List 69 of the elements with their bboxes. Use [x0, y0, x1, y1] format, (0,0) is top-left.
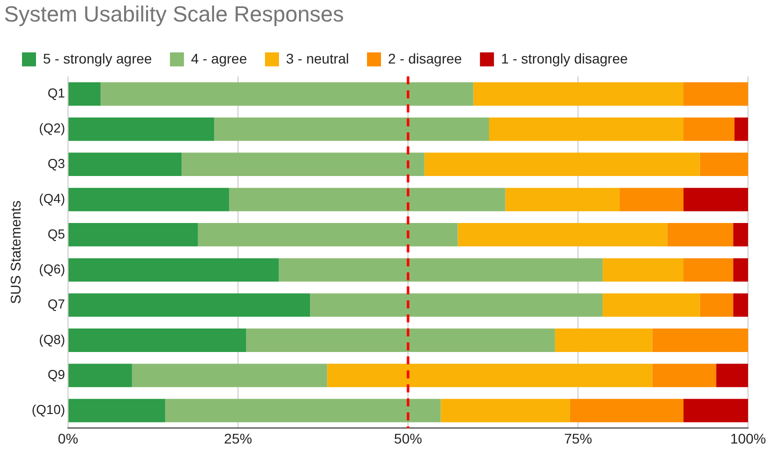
- bar: [229, 188, 506, 212]
- legend-label: 2 - disagree: [388, 50, 462, 66]
- y-tick-label: Q7: [48, 296, 66, 312]
- bar: [278, 258, 603, 282]
- bar: [683, 117, 734, 141]
- x-tick-label: 0%: [58, 430, 78, 446]
- bar: [652, 364, 716, 388]
- y-axis-title: SUS Statements: [7, 200, 24, 304]
- y-tick-label: Q1: [48, 86, 66, 101]
- bar: [700, 293, 734, 317]
- bar: [570, 398, 684, 422]
- y-tick-label: (Q6): [39, 261, 66, 276]
- bar: [68, 364, 132, 388]
- legend-label: 3 - neutral: [286, 50, 350, 66]
- y-tick-label: (Q4): [39, 191, 66, 206]
- bar: [100, 82, 474, 106]
- bar: [734, 117, 748, 141]
- bar: [327, 364, 652, 388]
- bar: [68, 117, 214, 141]
- y-tick-label: Q9: [48, 367, 66, 382]
- bar: [310, 293, 603, 317]
- y-tick-label: (Q10): [32, 402, 66, 418]
- bar: [165, 398, 441, 422]
- legend-label: 4 - agree: [190, 50, 248, 66]
- x-tick-label: 50%: [394, 430, 422, 446]
- y-tick-label: (Q2): [39, 120, 66, 136]
- bar: [683, 188, 748, 212]
- bar: [68, 398, 166, 422]
- bar: [652, 328, 748, 352]
- bar: [246, 328, 555, 352]
- bar: [214, 117, 489, 141]
- bar: [733, 223, 748, 246]
- bar: [602, 258, 684, 282]
- legend-label: 5 - strongly agree: [43, 50, 152, 66]
- chart-title: System Usability Scale Responses: [4, 1, 344, 26]
- bar: [132, 364, 328, 388]
- bar: [716, 364, 748, 388]
- bar: [182, 152, 424, 176]
- bar: [602, 293, 700, 317]
- x-tick-label: 100%: [730, 430, 766, 446]
- bar: [554, 328, 652, 352]
- bar: [733, 293, 748, 317]
- bar: [733, 258, 748, 282]
- y-tick-label: Q5: [48, 226, 66, 242]
- bar: [198, 223, 458, 246]
- bar: [667, 223, 734, 246]
- bar: [68, 328, 246, 352]
- bar: [458, 223, 668, 246]
- x-tick-label: 25%: [224, 430, 252, 446]
- bar: [683, 82, 748, 106]
- bar: [68, 152, 182, 176]
- bar: [68, 82, 101, 106]
- bar: [424, 152, 700, 176]
- bar: [68, 258, 279, 282]
- bar: [68, 188, 230, 212]
- bar: [683, 398, 748, 422]
- bar: [68, 293, 310, 317]
- bar: [505, 188, 620, 212]
- y-tick-label: (Q8): [39, 332, 66, 347]
- x-tick-label: 75%: [564, 430, 592, 446]
- bar: [68, 223, 198, 246]
- bar: [473, 82, 684, 106]
- bar: [440, 398, 570, 422]
- legend-label: 1 - strongly disagree: [500, 50, 628, 66]
- bar: [620, 188, 684, 212]
- bar: [683, 258, 734, 282]
- y-tick-label: Q3: [48, 156, 66, 171]
- bar: [488, 117, 684, 141]
- bar: [700, 152, 748, 176]
